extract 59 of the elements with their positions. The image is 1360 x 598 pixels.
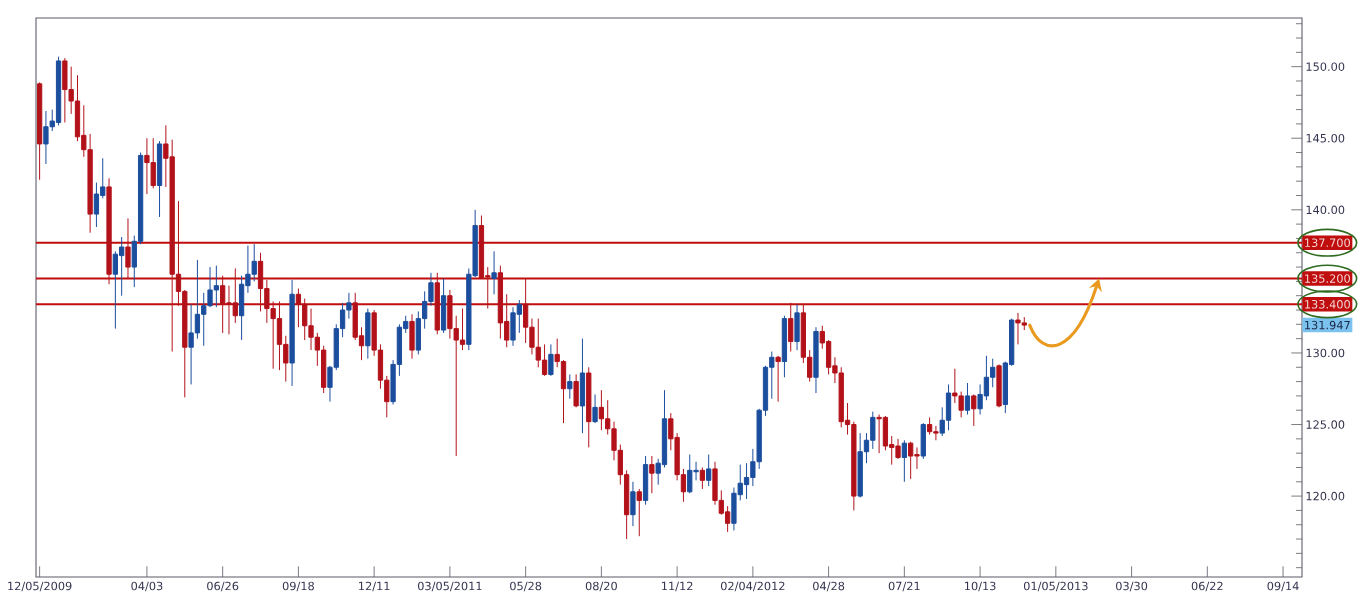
x-tick-label: 04/03 [131,581,163,592]
candlestick [592,393,598,424]
candlestick [813,326,819,394]
candlestick [579,338,586,434]
x-tick-label: 08/20 [585,581,617,592]
candlestick [156,140,163,218]
x-tick-label: 12/05/2009 [8,581,72,592]
x-tick-label: 03/30 [1116,581,1148,592]
candlestick [440,278,447,334]
y-tick-label: 145.00 [1306,133,1345,143]
candlestick [636,488,642,537]
x-tick-label: 09/14 [1267,581,1299,592]
candlestick [649,455,655,494]
candlestick [106,177,112,285]
y-tick-label: 140.00 [1306,205,1345,215]
candlestick [920,422,926,460]
candlestick [434,272,440,335]
candlestick [289,279,295,387]
x-tick-label: 06/26 [207,581,239,592]
x-tick-label: 01/05/2013 [1023,581,1088,592]
x-tick-label: 03/05/2011 [417,581,482,592]
ref-line-label: 135.200 [1305,274,1350,283]
candlestick [642,455,649,506]
candlestick [964,382,971,416]
x-tick-label: 07/21 [888,581,920,592]
candlestick [567,373,573,400]
ref-line-label: 133.400 [1305,300,1350,309]
candlestick [901,439,907,483]
candlestick [365,308,371,360]
candlestick [794,303,800,351]
x-tick-label: 10/13 [965,581,996,592]
y-tick-label: 120.00 [1306,491,1345,501]
x-tick-label: 09/18 [282,581,314,592]
candlestick [36,81,43,181]
candlestick [573,373,579,408]
candlestick [586,366,592,448]
text: 131.947 [1305,320,1350,330]
candlestick [971,393,977,427]
candlestick [775,355,781,403]
candlestick [491,250,497,295]
candlestick [788,302,794,353]
x-tick-label: 05/28 [510,581,542,592]
candlestick [548,343,554,377]
candlestick [699,466,706,490]
candlestick [706,454,712,487]
x-tick-label: 11/12 [662,581,693,592]
y-tick-label: 125.00 [1306,420,1345,429]
candlestick [781,315,788,378]
candlestick [409,313,415,360]
x-tick-label: 04/28 [813,581,845,592]
y-tick-label: 130.00 [1306,348,1345,358]
x-tick-label: 06/22 [1191,581,1223,592]
x-tick-label: 02/04/2012 [720,581,785,592]
candlestick [125,217,131,280]
candlestick [630,481,636,527]
candlestick [996,363,1002,408]
y-tick-label: 150.00 [1306,62,1345,71]
x-tick-label: 12/11 [359,581,390,592]
ref-line-label: 137.700 [1305,238,1350,248]
